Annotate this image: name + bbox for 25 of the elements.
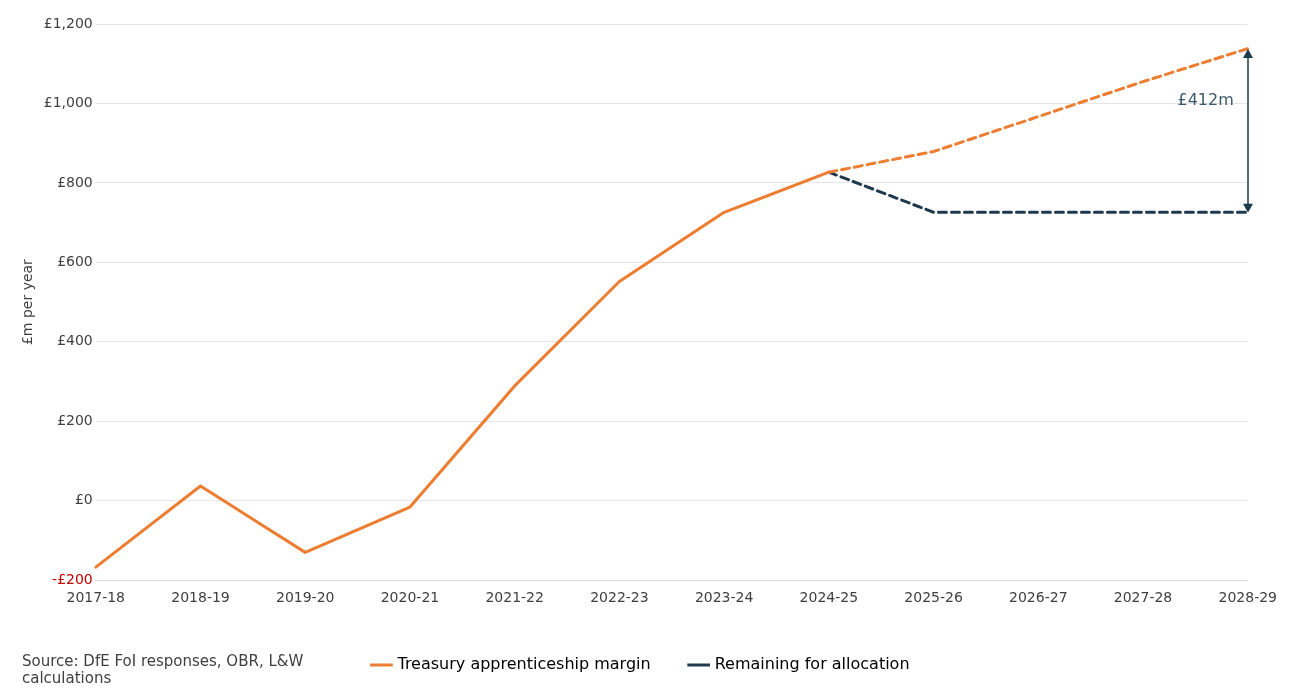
source-note: Source: DfE FoI responses, OBR, L&W calculations: [22, 652, 305, 687]
legend-label: Remaining for allocation: [714, 654, 910, 674]
y-tick-label: £600: [57, 253, 93, 270]
y-tick-label: £1,200: [43, 14, 93, 31]
x-tick-label: 2028-29: [1218, 589, 1277, 606]
x-tick-label: 2019-20: [275, 589, 335, 606]
x-tick-label: 2025-26: [904, 589, 963, 606]
x-tick-label: 2018-19: [171, 589, 230, 606]
x-tick-label: 2024-25: [799, 589, 859, 606]
x-tick-label: 2022-23: [590, 589, 649, 606]
y-tick-label: £800: [57, 173, 93, 190]
x-tick-label: 2021-22: [485, 589, 544, 606]
y-axis-title: £m per year: [19, 258, 36, 346]
x-tick-label: 2023-24: [694, 589, 754, 606]
x-tick-label: 2020-21: [380, 589, 440, 606]
y-tick-label: £200: [57, 411, 93, 428]
y-tick-label: -£200: [52, 570, 93, 587]
y-tick-label: £400: [57, 332, 93, 349]
x-tick-label: 2026-27: [1009, 589, 1068, 606]
annotation: £412m: [1177, 89, 1234, 109]
y-tick-label: £0: [74, 491, 93, 508]
x-tick-label: 2017-18: [66, 589, 126, 606]
y-tick-label: £1,000: [43, 94, 93, 111]
x-tick-label: 2027-28: [1113, 589, 1173, 606]
legend-label: Treasury apprenticeship margin: [396, 654, 651, 674]
